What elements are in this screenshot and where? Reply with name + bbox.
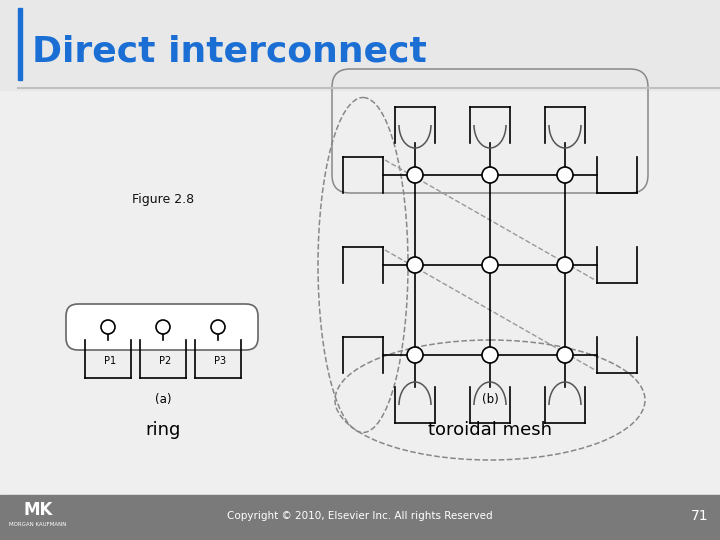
Circle shape — [482, 347, 498, 363]
Text: (b): (b) — [482, 394, 498, 407]
Text: (a): (a) — [155, 394, 171, 407]
Circle shape — [557, 167, 573, 183]
Circle shape — [407, 347, 423, 363]
Bar — [18, 8, 22, 80]
Text: P2: P2 — [159, 356, 171, 366]
Text: ring: ring — [145, 421, 181, 439]
Circle shape — [557, 257, 573, 273]
Text: P1: P1 — [104, 356, 116, 366]
FancyBboxPatch shape — [66, 304, 258, 350]
Bar — [0, 495, 720, 540]
Text: Figure 2.8: Figure 2.8 — [132, 193, 194, 206]
Circle shape — [407, 257, 423, 273]
Circle shape — [211, 320, 225, 334]
Text: Copyright © 2010, Elsevier Inc. All rights Reserved: Copyright © 2010, Elsevier Inc. All righ… — [228, 511, 492, 521]
Text: toroidal mesh: toroidal mesh — [428, 421, 552, 439]
Text: Direct interconnect: Direct interconnect — [32, 35, 427, 69]
Circle shape — [156, 320, 170, 334]
Circle shape — [101, 320, 115, 334]
Text: P3: P3 — [214, 356, 226, 366]
Text: MK: MK — [23, 501, 53, 519]
Circle shape — [482, 167, 498, 183]
Circle shape — [482, 257, 498, 273]
Text: 71: 71 — [691, 509, 708, 523]
Bar — [0, 0, 720, 90]
Text: MORGAN KAUFMANN: MORGAN KAUFMANN — [9, 523, 67, 528]
Circle shape — [407, 167, 423, 183]
Circle shape — [557, 347, 573, 363]
